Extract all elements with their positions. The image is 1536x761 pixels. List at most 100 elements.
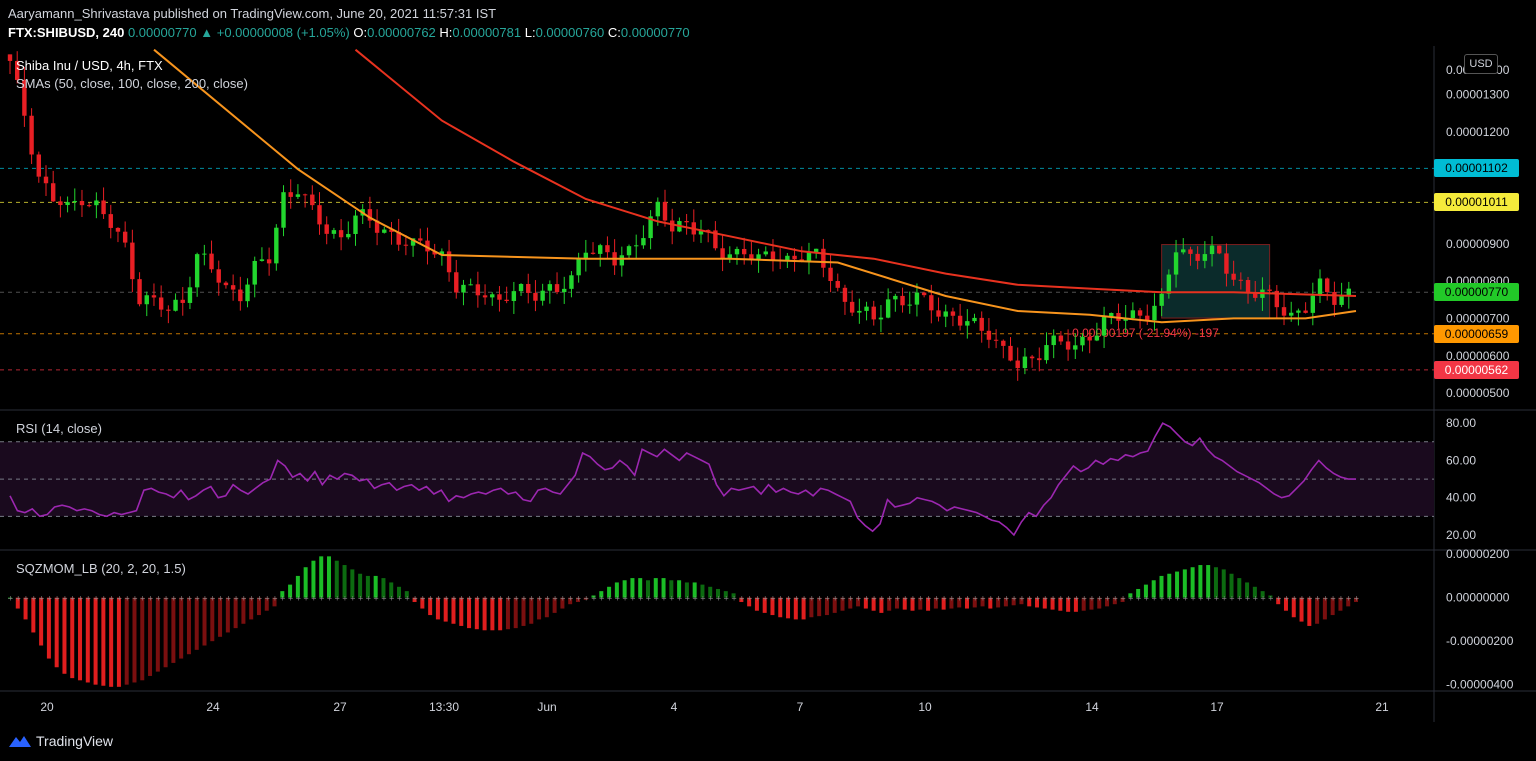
candle-down xyxy=(900,295,905,306)
candle-up xyxy=(259,259,265,261)
currency-button[interactable]: USD xyxy=(1464,54,1498,74)
sqz-bar xyxy=(964,597,969,609)
candle-up xyxy=(1181,249,1186,253)
sqz-bar xyxy=(661,578,666,598)
squeeze-dot: + xyxy=(1198,595,1204,603)
candle-up xyxy=(346,233,351,238)
squeeze-dot: + xyxy=(832,595,838,603)
candle-down xyxy=(957,315,963,326)
squeeze-dot: + xyxy=(801,595,807,603)
candle-down xyxy=(1281,307,1287,316)
sqz-bar xyxy=(459,597,464,626)
squeeze-dot: + xyxy=(739,595,745,603)
squeeze-dot: + xyxy=(1338,595,1344,603)
squeeze-dot: + xyxy=(272,595,278,603)
squeeze-dot: + xyxy=(85,595,91,603)
squeeze-dot: + xyxy=(910,595,916,603)
sma-legend[interactable]: SMAs (50, close, 100, close, 200, close) xyxy=(16,76,248,91)
tradingview-logo-icon[interactable] xyxy=(8,733,32,749)
chart-canvas[interactable]: -0.00000197 (-21.94%) -197 + + + + + + + + + + + + +… xyxy=(0,0,1536,722)
candle-down xyxy=(1145,315,1150,321)
squeeze-dot: + xyxy=(848,595,854,603)
squeeze-dot: + xyxy=(171,595,177,603)
squeeze-dot: + xyxy=(210,595,216,603)
candle-down xyxy=(454,272,459,293)
sqz-bar xyxy=(505,597,510,630)
sqz-bar xyxy=(490,597,495,631)
sqzmom-legend[interactable]: SQZMOM_LB (20, 2, 20, 1.5) xyxy=(16,561,186,576)
candle-up xyxy=(727,254,732,259)
sqz-bar xyxy=(1066,597,1071,612)
sqz-bar xyxy=(933,597,938,609)
candle-down xyxy=(425,240,430,252)
chart-background xyxy=(0,0,1536,722)
time-tick-label: 13:30 xyxy=(429,700,459,714)
candle-down xyxy=(158,297,164,310)
sqz-bar xyxy=(1011,597,1016,606)
sqz-bar xyxy=(373,575,378,598)
sqz-bar xyxy=(1346,597,1351,607)
up-triangle-icon: ▲ xyxy=(200,25,214,40)
sqz-bar xyxy=(1128,593,1133,598)
candle-up xyxy=(698,229,704,235)
candle-down xyxy=(741,248,747,255)
sqz-bar xyxy=(575,597,580,603)
time-axis[interactable]: 20 24 27 13:30 Jun 4 7 10 14 17 21 xyxy=(40,700,1389,714)
measure-box xyxy=(1161,244,1271,319)
squeeze-dot: + xyxy=(614,595,620,603)
squeeze-dot: + xyxy=(474,595,480,603)
sqz-bar xyxy=(31,597,36,633)
sqz-bar xyxy=(256,597,261,616)
squeeze-dot: + xyxy=(288,595,294,603)
squeeze-momentum-pane[interactable]: + + + + + + + + + + + + + + + + + + + + + + + + + + + + + + + + + + + + + + + +… xyxy=(8,556,1360,687)
squeeze-dot: + xyxy=(490,595,496,603)
candle-up xyxy=(281,192,286,228)
sqz-bar xyxy=(1252,586,1257,598)
tradingview-brand[interactable]: TradingView xyxy=(36,733,114,749)
squeeze-dot: + xyxy=(1291,595,1297,603)
sqz-bar xyxy=(537,597,542,620)
time-tick-label: 20 xyxy=(40,700,54,714)
sqz-bar xyxy=(1073,597,1078,612)
sqz-bar xyxy=(871,597,876,611)
candle-up xyxy=(1296,310,1301,313)
candle-up xyxy=(1310,295,1316,313)
sqz-bar xyxy=(832,597,837,613)
squeeze-dot: + xyxy=(443,595,449,603)
candle-down xyxy=(821,248,826,268)
squeeze-dot: + xyxy=(225,595,231,603)
squeeze-dot: + xyxy=(101,595,107,603)
candle-down xyxy=(1195,253,1200,261)
squeeze-dot: + xyxy=(233,595,239,603)
sqz-bar xyxy=(863,597,868,609)
candle-up xyxy=(173,299,178,311)
sqz-bar xyxy=(124,597,129,685)
candle-up xyxy=(72,200,77,203)
sqz-bar xyxy=(1081,597,1086,611)
candle-down xyxy=(166,309,171,311)
squeeze-dot: + xyxy=(1042,595,1048,603)
sqz-bar xyxy=(817,597,822,617)
sqz-bar xyxy=(8,597,12,599)
sqz-bar xyxy=(529,597,534,624)
sqz-bar xyxy=(894,597,899,609)
squeeze-dot: + xyxy=(1011,595,1017,603)
rsi-legend[interactable]: RSI (14, close) xyxy=(16,421,102,436)
rsi-line xyxy=(9,422,1356,537)
sqz-bar xyxy=(1112,597,1117,605)
sqz-bar xyxy=(116,597,121,687)
sqz-bar xyxy=(186,597,191,655)
price-pane[interactable]: -0.00000197 (-21.94%) -197 xyxy=(0,48,1434,381)
squeeze-dot: + xyxy=(342,595,348,603)
candle-up xyxy=(547,284,553,291)
sqz-bar xyxy=(358,573,363,598)
squeeze-dot: + xyxy=(622,595,628,603)
chart-title[interactable]: Shiba Inu / USD, 4h, FTX xyxy=(16,58,163,73)
symbol-label[interactable]: FTX:SHIBUSD, 240 xyxy=(8,25,125,40)
rsi-pane[interactable] xyxy=(0,422,1434,537)
candle-up xyxy=(763,251,768,255)
squeeze-dot: + xyxy=(389,595,395,603)
squeeze-dot: + xyxy=(630,595,636,603)
sqz-bar xyxy=(824,597,829,616)
squeeze-dot: + xyxy=(1252,595,1258,603)
